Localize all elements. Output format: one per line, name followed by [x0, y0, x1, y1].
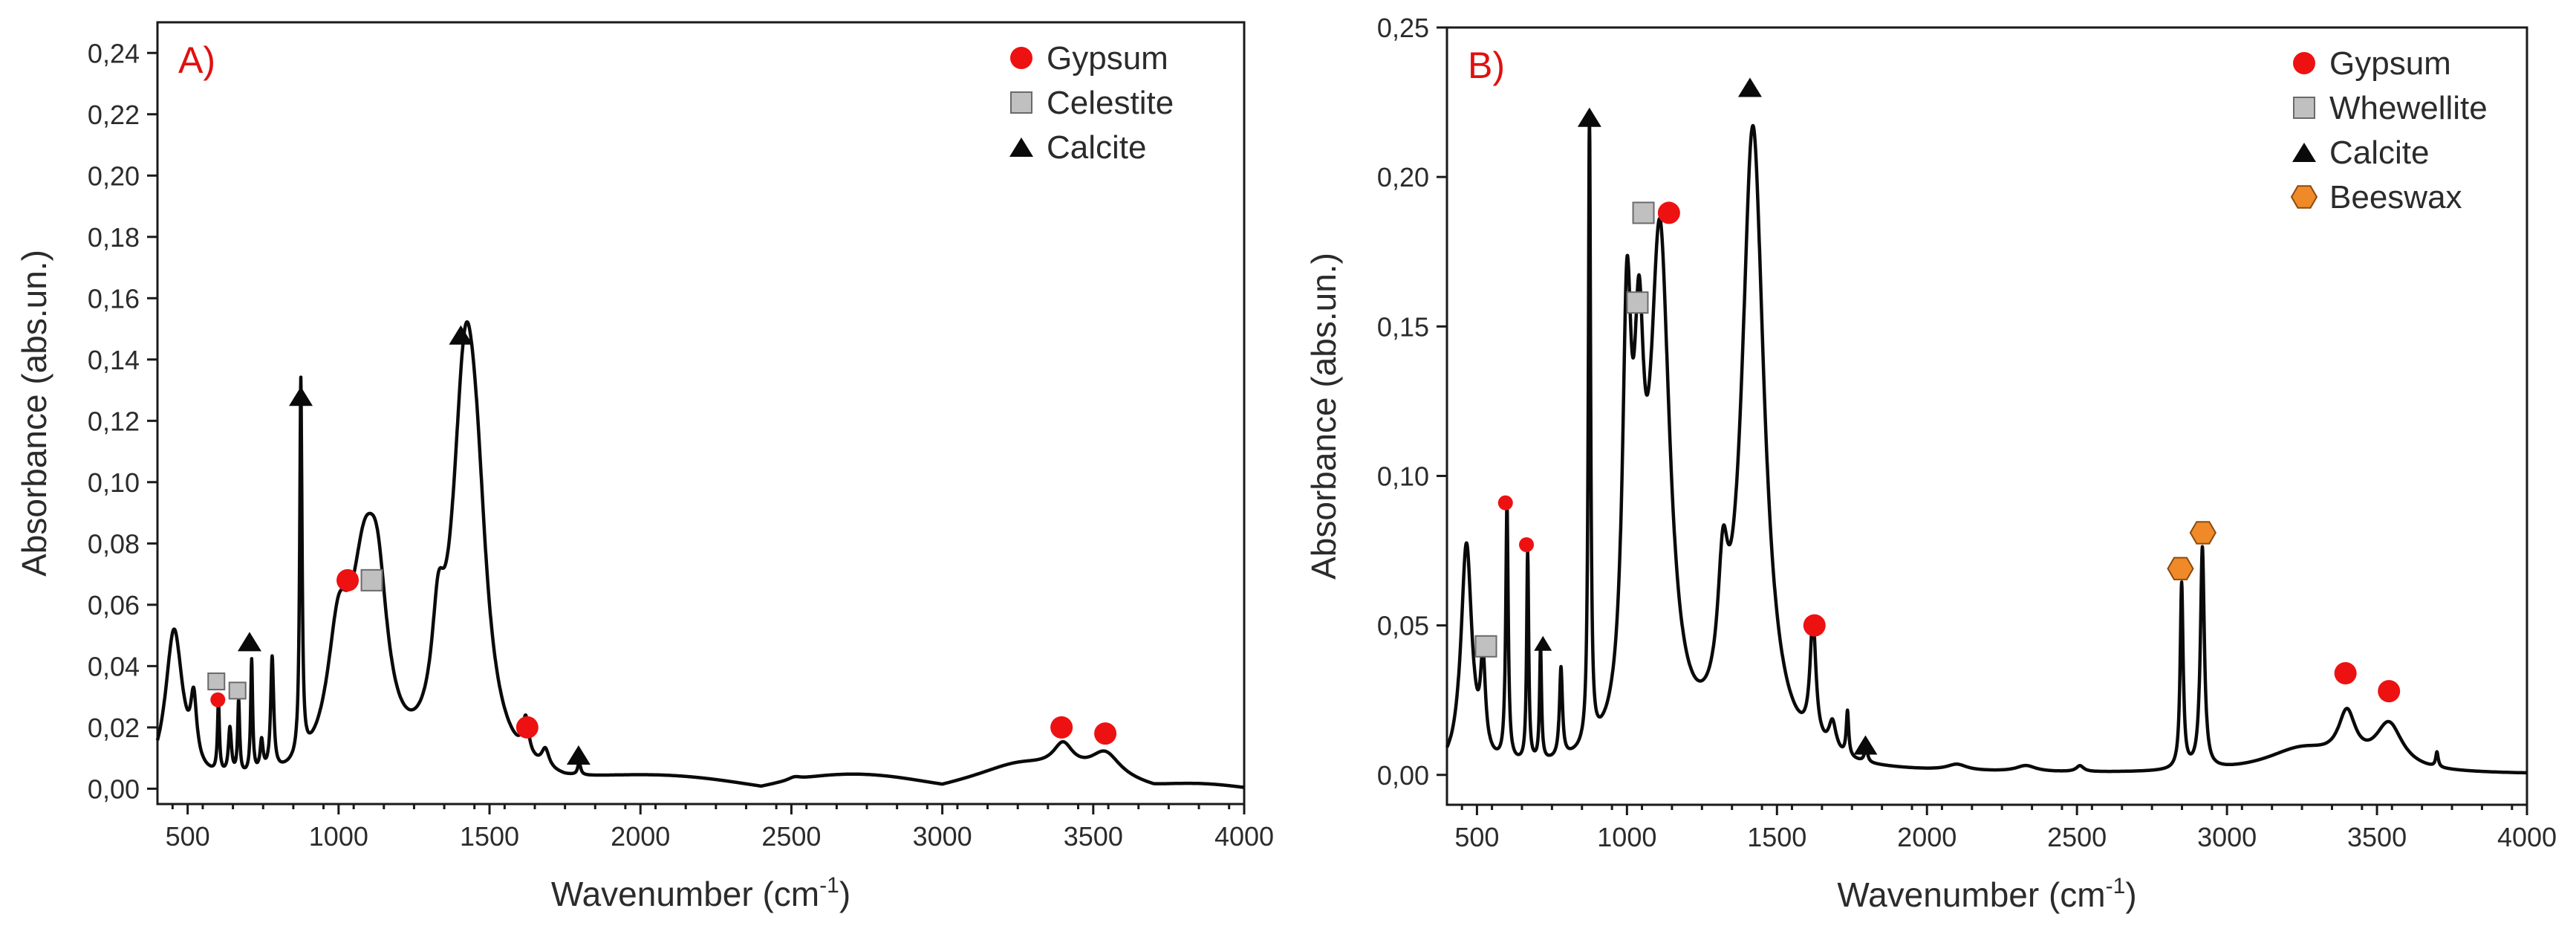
spectrum-line [1445, 112, 2528, 775]
legend-label: Whewellite [2329, 90, 2488, 126]
square-marker-annotation [207, 672, 226, 690]
y-axis-title: Absorbance (abs.un.) [15, 250, 53, 577]
circle-marker-annotation [210, 692, 226, 707]
triangle-marker-annotation [237, 632, 261, 652]
triangle-marker-annotation [1853, 735, 1878, 755]
y-tick-label: 0,20 [88, 161, 140, 191]
plot-frame [1445, 26, 2528, 806]
circle-marker-annotation [336, 568, 360, 592]
x-tick-label: 500 [1454, 822, 1499, 852]
square-marker-annotation [360, 568, 383, 592]
square-marker-annotation [1626, 291, 1649, 314]
circle-marker-annotation [1497, 495, 1513, 511]
circle-marker-annotation [1094, 722, 1117, 745]
y-tick-label: 0,15 [1377, 311, 1429, 342]
x-tick-label: 2500 [2047, 822, 2107, 852]
square-marker-legend [1010, 91, 1032, 114]
panel-b: 500 1000 1500 2000 2500 3000 3500 4000 0,00 0,05 0… [1304, 13, 2557, 914]
x-tick-label: 3000 [913, 821, 972, 852]
y-tick-label: 0,25 [1377, 13, 1429, 43]
legend-label: Beeswax [2329, 179, 2462, 216]
circle-marker-legend [2293, 52, 2315, 74]
y-axis-title: Absorbance (abs.un.) [1304, 253, 1343, 580]
legend-label: Celestite [1047, 85, 1174, 121]
circle-marker-annotation [2334, 661, 2357, 684]
x-tick-label: 1500 [460, 821, 519, 852]
y-tick-label: 0,10 [1377, 461, 1429, 491]
circle-marker-annotation [1803, 614, 1826, 637]
plot-frame [156, 21, 1246, 806]
y-tick-label: 0,24 [88, 38, 140, 68]
x-tick-label: 2000 [611, 821, 670, 852]
x-axis-title: Wavenumber (cm-1) [551, 873, 850, 913]
y-tick-label: 0,00 [88, 774, 140, 804]
y-tick-label: 0,22 [88, 100, 140, 130]
y-tick-label: 0,14 [88, 345, 140, 375]
legend-label: Gypsum [2329, 45, 2451, 82]
triangle-marker-annotation [1534, 635, 1552, 651]
x-tick-label: 1500 [1747, 822, 1806, 852]
y-tick-label: 0,02 [88, 713, 140, 743]
y-tick-label: 0,05 [1377, 611, 1429, 641]
spectrum-line [155, 320, 1246, 789]
square-marker-legend [2293, 97, 2315, 119]
circle-marker-annotation [1657, 201, 1680, 224]
circle-marker-annotation [515, 716, 539, 739]
circle-marker-legend [1010, 47, 1032, 69]
x-tick-label: 3000 [2197, 822, 2257, 852]
triangle-marker-annotation [289, 386, 313, 406]
panel-label: B) [1468, 45, 1505, 86]
legend-label: Calcite [1047, 129, 1147, 166]
x-tick-label: 2500 [761, 821, 821, 852]
square-marker-annotation [1474, 635, 1497, 658]
y-tick-label: 0,16 [88, 283, 140, 314]
hexagon-marker-annotation [2189, 521, 2216, 545]
x-tick-label: 1000 [1597, 822, 1656, 852]
panel-label: A) [178, 39, 215, 81]
legend-label: Gypsum [1047, 40, 1168, 77]
x-tick-label: 3500 [2347, 822, 2407, 852]
triangle-marker-annotation [1737, 77, 1762, 97]
y-tick-label: 0,08 [88, 528, 140, 559]
x-tick-label: 1000 [309, 821, 368, 852]
x-axis-title: Wavenumber (cm-1) [1837, 874, 2136, 914]
y-tick-label: 0,12 [88, 406, 140, 436]
x-tick-label: 4000 [2497, 822, 2557, 852]
panel-a: 500 1000 1500 2000 2500 3000 3500 4000 0,00 0,02 0… [15, 21, 1274, 913]
circle-marker-annotation [1050, 716, 1073, 739]
x-tick-label: 2000 [1897, 822, 1957, 852]
square-marker-annotation [228, 681, 247, 700]
legend-label: Calcite [2329, 135, 2430, 171]
x-tick-label: 4000 [1214, 821, 1274, 852]
triangle-marker-annotation [449, 325, 473, 345]
x-tick-label: 500 [166, 821, 210, 852]
circle-marker-annotation [1519, 537, 1535, 552]
circle-marker-annotation [2378, 680, 2401, 703]
triangle-marker-annotation [1577, 107, 1601, 127]
y-tick-label: 0,06 [88, 590, 140, 620]
y-tick-label: 0,20 [1377, 162, 1429, 192]
x-tick-label: 3500 [1064, 821, 1123, 852]
y-tick-label: 0,10 [88, 467, 140, 498]
hexagon-marker-annotation [2167, 557, 2194, 580]
y-tick-label: 0,04 [88, 651, 140, 681]
y-tick-label: 0,00 [1377, 760, 1429, 791]
square-marker-annotation [1632, 201, 1655, 224]
y-tick-label: 0,18 [88, 222, 140, 253]
triangle-marker-legend [1009, 137, 1033, 157]
triangle-marker-legend [2292, 143, 2316, 162]
hexagon-marker-legend [2290, 185, 2318, 209]
triangle-marker-annotation [566, 745, 591, 765]
